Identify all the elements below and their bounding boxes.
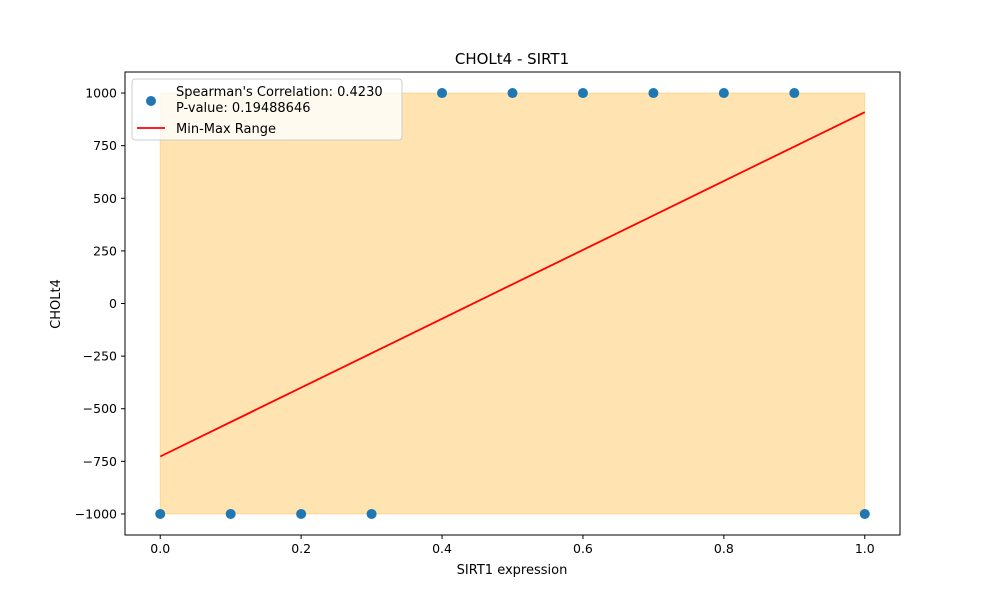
plot-area: 0.0 0.2 0.4 0.6 0.8 1.0 1000 750 500 250 0 −250 −500…: [75, 71, 901, 556]
y-tick-label: 250: [93, 243, 117, 258]
y-tick-label: 500: [93, 191, 117, 206]
data-point: [155, 508, 166, 519]
y-tick-label: 750: [93, 138, 117, 153]
y-axis-label: CHOLt4: [49, 279, 64, 329]
x-axis-label: SIRT1 expression: [457, 563, 568, 578]
x-tick-label: 0.0: [150, 541, 170, 556]
legend-marker-scatter: [146, 96, 156, 106]
legend-box: [131, 78, 403, 141]
chart-title: CHOLt4 - SIRT1: [455, 50, 569, 68]
data-point: [225, 508, 236, 519]
y-tick-label: 0: [109, 296, 117, 311]
data-point: [577, 88, 588, 99]
data-point: [437, 88, 448, 99]
data-point: [296, 508, 307, 519]
y-tick-label: −500: [83, 401, 117, 416]
x-tick-label: 1.0: [855, 541, 875, 556]
legend-label-correlation: Spearman's Correlation: 0.4230: [176, 85, 383, 100]
y-tick-label: −250: [83, 349, 117, 364]
data-point: [366, 508, 377, 519]
x-tick-label: 0.8: [714, 541, 734, 556]
legend-label-pvalue: P-value: 0.19488646: [176, 101, 311, 116]
range-band: [159, 92, 866, 515]
x-tick-label: 0.4: [432, 541, 452, 556]
data-point: [789, 88, 800, 99]
legend-label-range: Min-Max Range: [176, 122, 276, 137]
data-point: [718, 88, 729, 99]
data-point: [859, 508, 870, 519]
x-tick-label: 0.2: [291, 541, 311, 556]
data-point: [507, 88, 518, 99]
y-tick-label: −1000: [75, 506, 117, 521]
y-tick-label: 1000: [85, 86, 117, 101]
trend-line: [159, 111, 866, 458]
x-tick-label: 0.6: [573, 541, 593, 556]
data-point: [648, 88, 659, 99]
y-tick-label: −750: [83, 454, 117, 469]
legend: Spearman's Correlation: 0.4230 P-value: …: [131, 78, 403, 141]
